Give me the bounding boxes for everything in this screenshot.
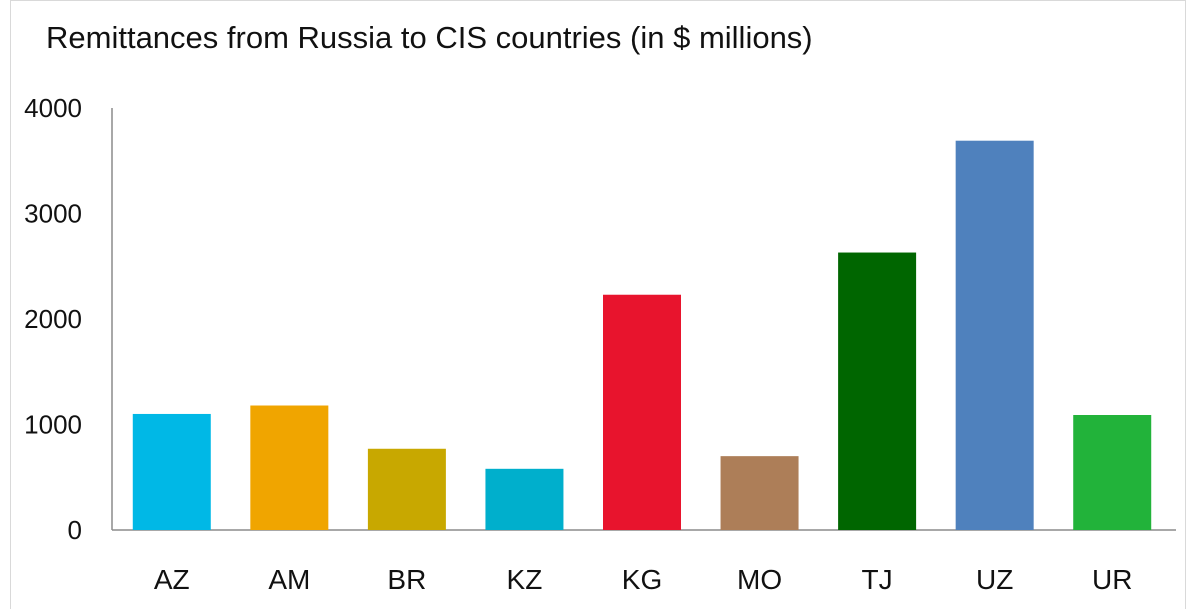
x-tick-label-ur: UR xyxy=(1092,564,1132,595)
x-tick-label-tj: TJ xyxy=(862,564,893,595)
y-tick-label: 3000 xyxy=(24,199,82,229)
x-tick-label-kg: KG xyxy=(622,564,662,595)
chart-title: Remittances from Russia to CIS countries… xyxy=(46,20,813,55)
bar-ur xyxy=(1073,415,1152,530)
y-tick-label: 0 xyxy=(68,515,82,545)
bar-kg xyxy=(603,294,681,530)
bar-br xyxy=(367,448,446,530)
x-axis-tick-labels: AZ AM BR KZ KG MO TJ UZ UR xyxy=(154,564,1133,595)
x-tick-label-kz: KZ xyxy=(507,564,543,595)
x-tick-label-uz: UZ xyxy=(976,564,1013,595)
y-tick-label: 1000 xyxy=(24,410,82,440)
bar-mo xyxy=(720,456,799,530)
bar-am xyxy=(250,405,329,530)
y-tick-label: 2000 xyxy=(24,304,82,334)
bar-az xyxy=(132,413,211,530)
bar-uz xyxy=(955,140,1034,530)
bars xyxy=(132,140,1152,530)
x-tick-label-br: BR xyxy=(387,564,426,595)
x-tick-label-az: AZ xyxy=(154,564,190,595)
bar-kz xyxy=(485,468,564,530)
y-tick-label: 4000 xyxy=(24,93,82,123)
y-axis-tick-labels: 0 1000 2000 3000 4000 xyxy=(24,93,82,545)
bar-tj xyxy=(838,252,917,530)
x-tick-label-am: AM xyxy=(268,564,310,595)
x-tick-label-mo: MO xyxy=(737,564,782,595)
chart-frame xyxy=(10,0,1186,609)
